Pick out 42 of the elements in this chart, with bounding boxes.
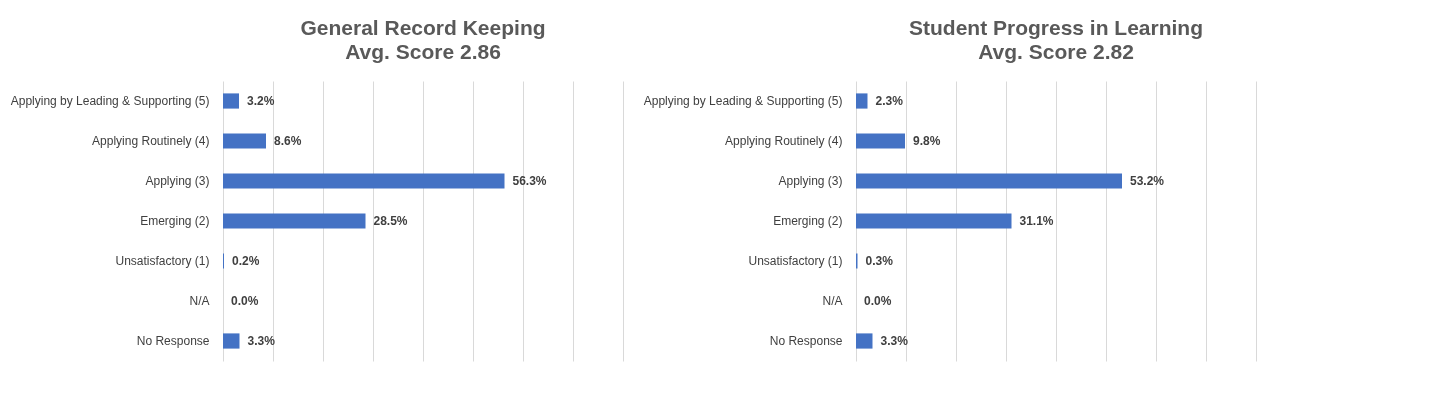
y-tick-label: Applying (3) [145,174,210,188]
data-label: 8.6% [274,134,302,148]
chart-subtitle: Avg. Score 2.82 [978,40,1134,63]
bar [223,333,240,349]
bar [856,93,868,109]
y-tick-label: N/A [189,294,210,308]
data-label: 0.0% [864,294,892,308]
bar [856,213,1012,229]
chart-title: General Record Keeping [300,16,546,39]
y-tick-label: No Response [769,334,843,348]
y-tick-label: N/A [822,294,843,308]
data-label: 0.0% [231,294,259,308]
chart-title: Student Progress in Learning [908,16,1204,39]
bar [223,213,366,229]
y-tick-label: No Response [136,334,210,348]
data-label: 0.3% [865,254,894,268]
y-tick-label: Applying (3) [778,174,843,188]
y-tick-label: Applying by Leading & Supporting (5) [10,94,210,108]
bar [856,133,905,149]
y-tick-label: Emerging (2) [773,214,843,228]
data-label: 0.2% [232,254,260,268]
data-label: 3.2% [247,94,275,108]
y-tick-label: Applying Routinely (4) [725,134,843,148]
y-tick-label: Applying by Leading & Supporting (5) [643,94,843,108]
chart-subtitle: Avg. Score 2.86 [345,40,501,63]
y-tick-label: Unsatisfactory (1) [115,254,210,268]
data-label: 28.5% [373,214,408,228]
bar [223,93,239,109]
data-label: 3.3% [247,334,276,348]
y-tick-label: Emerging (2) [140,214,210,228]
bar [856,333,873,349]
bar [223,173,505,189]
data-label: 3.3% [880,334,909,348]
bar [856,173,1122,189]
data-label: 9.8% [913,134,941,148]
data-label: 56.3% [512,174,547,188]
data-label: 53.2% [1130,174,1165,188]
y-tick-label: Unsatisfactory (1) [748,254,843,268]
data-label: 2.3% [875,94,904,108]
data-label: 31.1% [1019,214,1054,228]
bar [223,133,266,149]
y-tick-label: Applying Routinely (4) [92,134,210,148]
